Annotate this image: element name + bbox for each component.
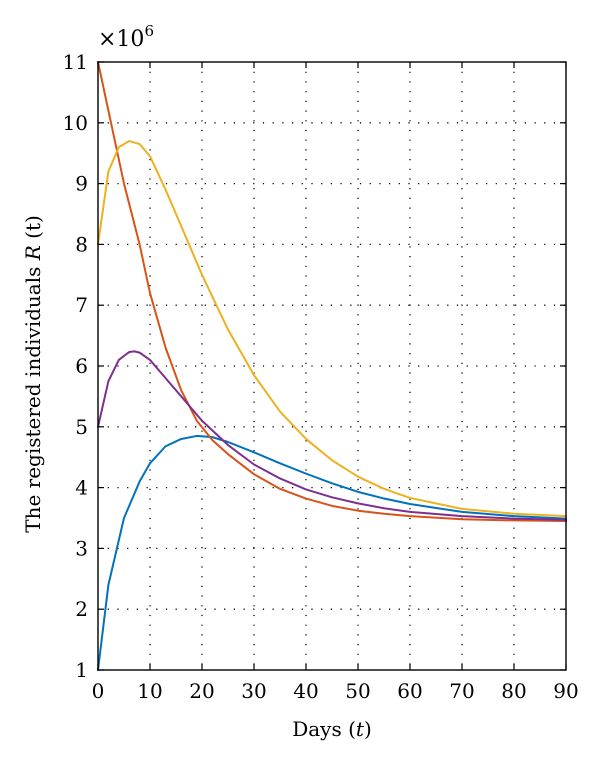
y-tick-label: 2 xyxy=(75,597,88,621)
y-axis-title-pre: The registered individuals xyxy=(21,260,45,533)
y-axis-title-var: R xyxy=(21,245,45,261)
series-line-4 xyxy=(97,350,567,521)
x-tick-label: 90 xyxy=(553,679,578,703)
y-tick-label: 3 xyxy=(75,536,88,560)
series-line-1 xyxy=(97,434,567,671)
y-tick-label: 4 xyxy=(75,476,88,500)
x-axis-title-var: t xyxy=(356,717,365,741)
y-axis-title-post: (t) xyxy=(21,215,45,245)
grid xyxy=(98,62,566,670)
series-line-2 xyxy=(97,61,567,523)
y-tick-label: 11 xyxy=(63,50,88,74)
x-tick-label: 30 xyxy=(241,679,266,703)
y-multiplier-exponent: 6 xyxy=(144,22,154,40)
x-axis-title-pre: Days ( xyxy=(292,717,356,741)
y-multiplier-label: ×106 xyxy=(98,22,154,52)
x-tick-label: 50 xyxy=(345,679,370,703)
x-tick-label: 10 xyxy=(137,679,162,703)
y-tick-label: 1 xyxy=(75,658,88,682)
y-multiplier-base: ×10 xyxy=(98,27,144,52)
y-tick-label: 7 xyxy=(75,293,88,317)
y-tick-label: 9 xyxy=(75,172,88,196)
x-tick-label: 60 xyxy=(397,679,422,703)
x-axis-title: Days (t) xyxy=(292,717,372,741)
x-tick-label: 80 xyxy=(501,679,526,703)
y-tick-label: 8 xyxy=(75,232,88,256)
y-axis-title: The registered individuals R (t) xyxy=(21,215,45,533)
y-tick-label: 10 xyxy=(63,111,88,135)
y-tick-label: 5 xyxy=(75,415,88,439)
x-axis-title-post: ) xyxy=(364,717,372,741)
x-tick-label: 0 xyxy=(92,679,105,703)
series-group xyxy=(97,61,567,671)
series-line-3 xyxy=(97,140,567,518)
x-tick-label: 40 xyxy=(293,679,318,703)
ticks: 0 10 20 30 40 50 60 70 80 90 1 2 3 4 5 6 7 8 9 10 11 xyxy=(63,50,579,703)
x-tick-label: 70 xyxy=(449,679,474,703)
x-tick-label: 20 xyxy=(189,679,214,703)
y-tick-label: 6 xyxy=(75,354,88,378)
